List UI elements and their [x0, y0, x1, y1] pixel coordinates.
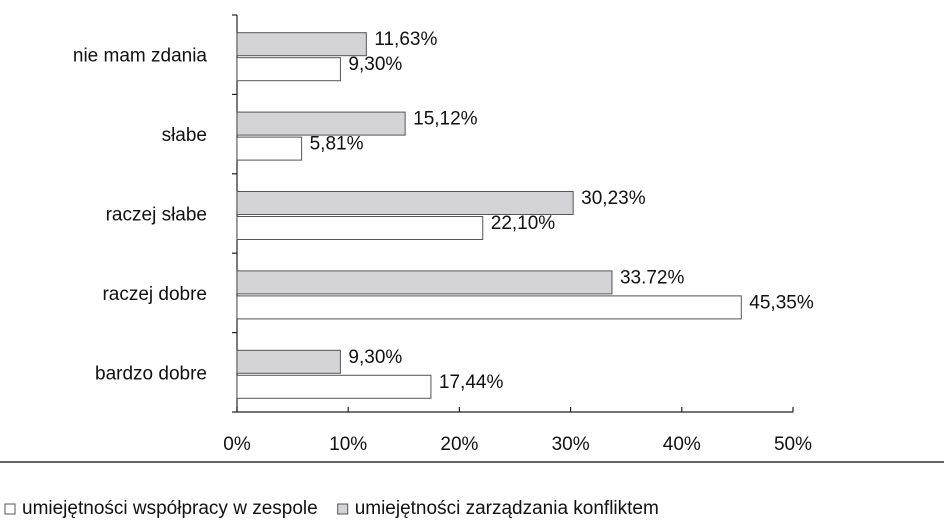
- legend-swatch: [337, 503, 349, 515]
- data-label: 30,23%: [581, 188, 646, 209]
- y-tick-label: bardzo dobre: [95, 363, 207, 384]
- bar: [236, 32, 367, 57]
- bar: [236, 57, 341, 82]
- data-label: 5,81%: [310, 134, 364, 155]
- data-label: 15,12%: [413, 109, 478, 130]
- data-label: 9,30%: [348, 347, 402, 368]
- bar: [236, 374, 432, 399]
- bar: [236, 136, 303, 161]
- y-tick-label: raczej słabe: [106, 205, 207, 226]
- data-label: 22,10%: [491, 213, 556, 234]
- x-tick-label: 40%: [663, 434, 701, 455]
- data-label: 33.72%: [620, 267, 685, 288]
- x-tick-label: 30%: [552, 434, 590, 455]
- y-tick-label: nie mam zdania: [73, 46, 208, 67]
- x-tick-label: 20%: [440, 434, 478, 455]
- data-label: 9,30%: [348, 54, 402, 75]
- y-tick-label: słabe: [162, 125, 207, 146]
- y-tick-label: raczej dobre: [102, 284, 207, 305]
- bar: [236, 295, 742, 320]
- x-tick-label: 10%: [329, 434, 367, 455]
- bar: [236, 111, 406, 136]
- data-label: 45,35%: [749, 292, 814, 313]
- data-label: 11,63%: [374, 29, 437, 50]
- bar: [236, 216, 484, 240]
- bar: [236, 349, 341, 374]
- legend-label: umiejętności zarządzania konfliktem: [355, 498, 659, 519]
- bar: [236, 270, 613, 295]
- legend-label: umiejętności współpracy w zespole: [22, 498, 318, 519]
- x-tick-label: 0%: [223, 434, 251, 455]
- data-label: 17,44%: [439, 372, 504, 393]
- legend-swatch: [4, 503, 16, 515]
- x-tick-label: 50%: [774, 434, 812, 455]
- bar: [236, 191, 574, 215]
